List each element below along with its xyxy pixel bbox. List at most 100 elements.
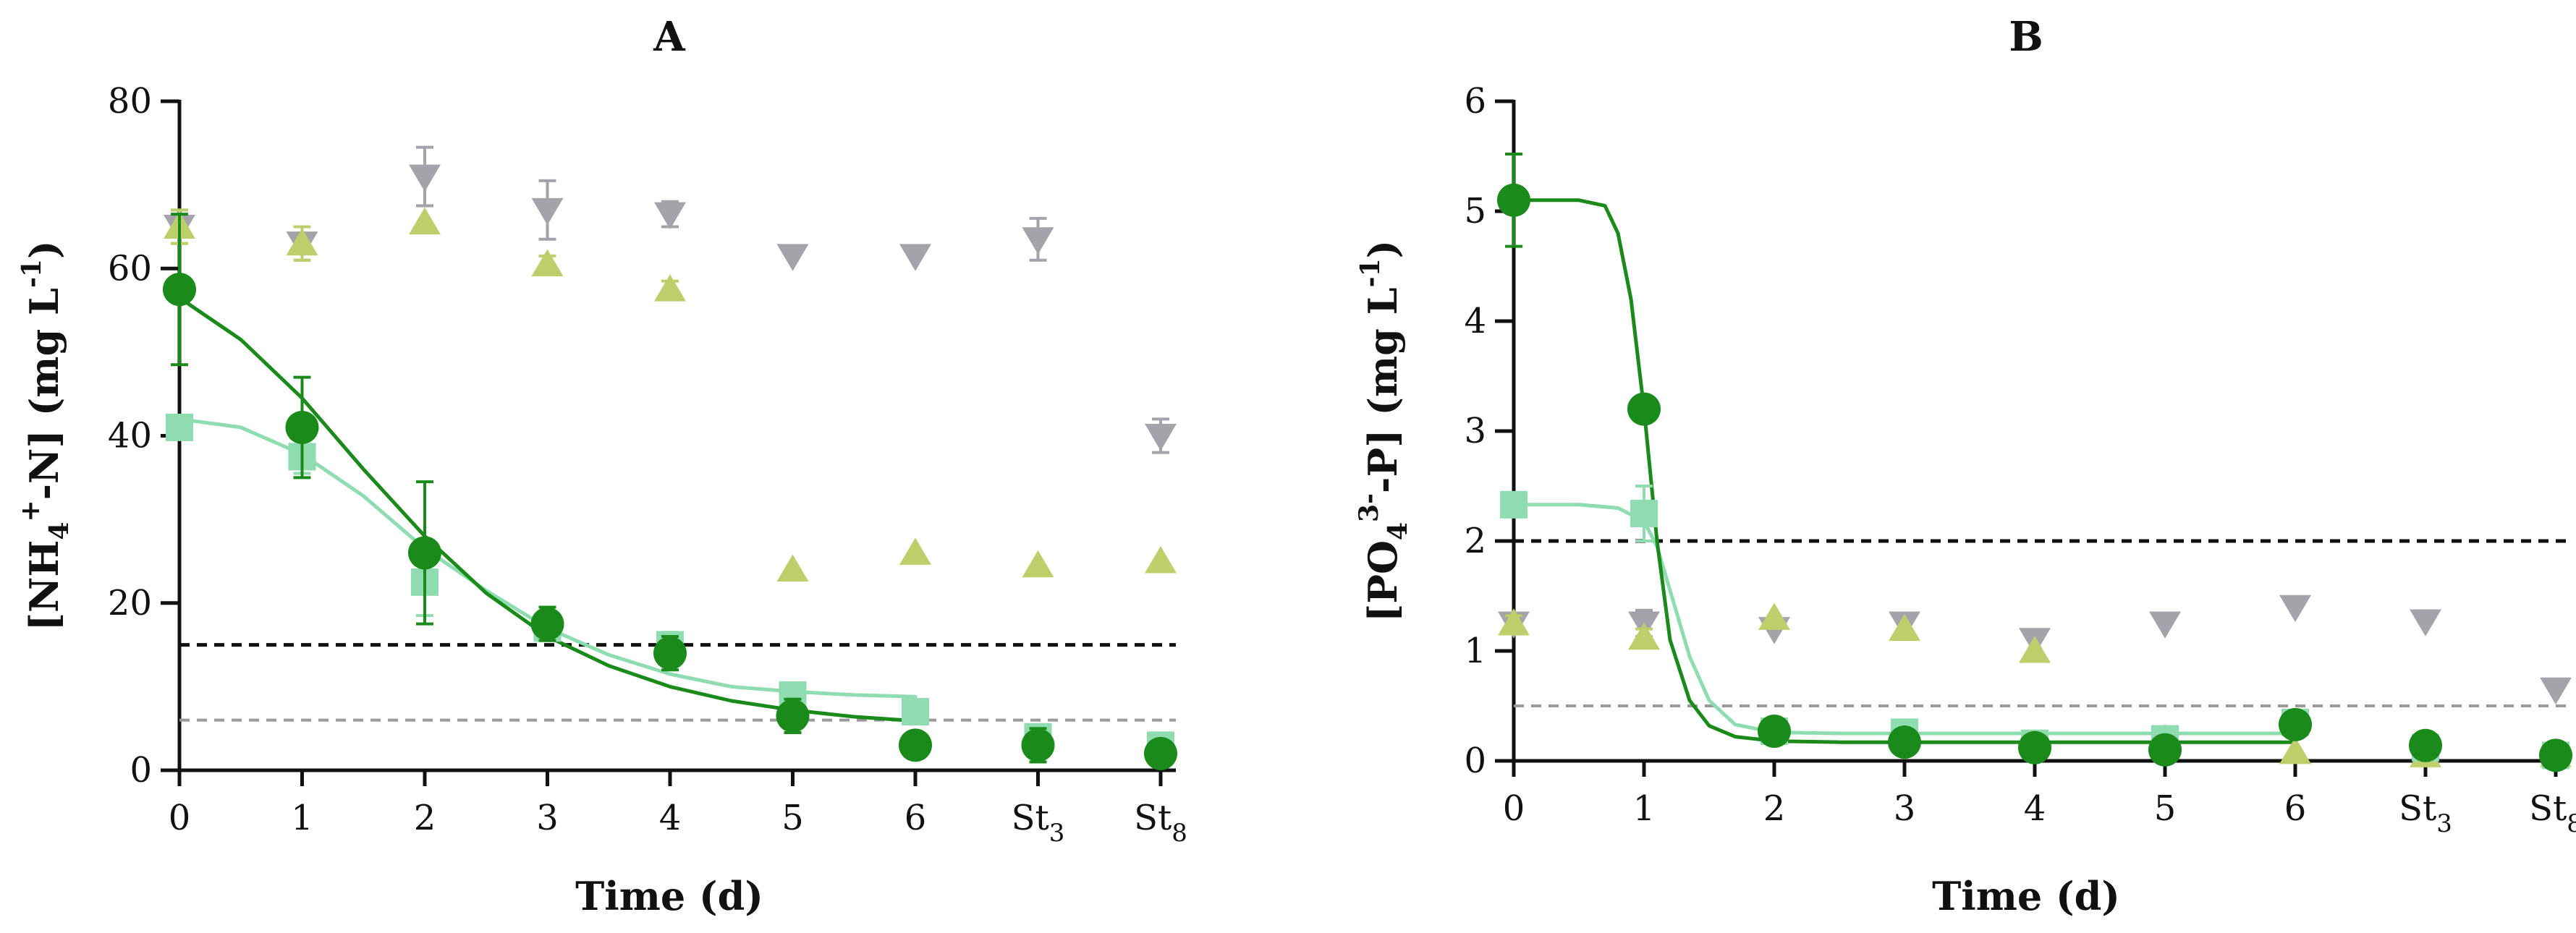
x-tick-label: 2: [1763, 788, 1786, 829]
panel-title: B: [2009, 13, 2043, 61]
data-point-circle: [408, 536, 441, 570]
data-point-triangle-up: [1889, 613, 1920, 642]
data-point-triangle-down: [2149, 611, 2181, 639]
data-point-triangle-down: [531, 197, 564, 226]
data-point-triangle-down: [1022, 227, 1054, 255]
dark-green-fit: [1512, 198, 2297, 744]
data-point-triangle-down: [409, 164, 441, 192]
data-point-triangle-up: [776, 554, 809, 581]
x-tick-label: 0: [169, 798, 191, 838]
x-tick-label: 2: [414, 798, 436, 838]
y-tick-label: 4: [1464, 301, 1486, 341]
dark-green-fit: [177, 296, 918, 723]
data-point-circle: [2018, 730, 2051, 764]
x-tick-label: 6: [2284, 788, 2307, 829]
y-tick-label: 1: [1464, 631, 1486, 671]
data-point-circle: [1497, 183, 1530, 217]
data-point-triangle-up: [2019, 636, 2051, 663]
data-point-triangle-down: [2540, 677, 2572, 705]
data-point-square: [1500, 490, 1528, 519]
y-axis-title-unit-superscript: -1: [17, 259, 47, 288]
x-tick-label: 4: [659, 798, 682, 838]
y-axis-title-rest: -N] (mg L: [21, 288, 67, 500]
x-tick-subscript: 8: [2567, 809, 2576, 838]
x-tick-label: 6: [904, 798, 927, 838]
x-tick-label: St3: [2399, 788, 2452, 838]
data-point-triangle-down: [899, 244, 931, 271]
data-point-triangle-up: [1498, 608, 1530, 636]
data-point-triangle-up: [409, 207, 441, 235]
x-tick-subscript: 8: [1172, 819, 1187, 848]
dark-green-circle-series: [163, 213, 1177, 770]
data-point-circle: [1144, 736, 1177, 770]
data-point-triangle-up: [1628, 622, 1660, 650]
x-tick-label: St8: [1134, 798, 1187, 848]
data-point-triangle-up: [2279, 736, 2311, 764]
data-point-circle: [2409, 728, 2442, 762]
y-axis-title-main: [NH: [21, 540, 67, 631]
data-point-triangle-down: [2410, 609, 2441, 636]
data-point-circle: [163, 273, 196, 307]
light-green-square-series: [1500, 485, 2569, 770]
x-tick-label: 4: [2024, 788, 2046, 829]
light-green-fit: [1512, 503, 2297, 736]
x-tick-label: 1: [1633, 788, 1656, 829]
y-tick-label: 60: [108, 248, 152, 289]
data-point-triangle-down: [2279, 595, 2311, 623]
x-axis-title: Time (d): [575, 873, 763, 919]
data-point-circle: [1888, 725, 1921, 759]
y-axis-title-subscript: 4: [1383, 522, 1413, 540]
data-point-triangle-up: [1758, 602, 1790, 630]
data-point-circle: [899, 728, 932, 762]
x-tick-label: 1: [291, 798, 313, 838]
data-point-triangle-up: [531, 249, 564, 276]
y-tick-label: 2: [1464, 521, 1486, 561]
y-axis-title-end: ): [21, 240, 67, 259]
data-point-circle: [2148, 733, 2182, 767]
y-tick-label: 6: [1464, 81, 1486, 122]
olive-triangle-up-series: [164, 207, 1177, 581]
y-axis-title-rest: -P] (mg L: [1360, 287, 1406, 493]
data-point-triangle-up: [286, 228, 318, 256]
x-tick-label: St8: [2529, 788, 2576, 838]
data-point-circle: [1627, 392, 1661, 426]
dark-green-circle-series: [1497, 152, 2572, 772]
y-axis-title-end: ): [1360, 240, 1406, 259]
y-tick-label: 40: [108, 416, 152, 456]
y-axis-title: [PO43--P] (mg L-1): [1354, 240, 1413, 622]
y-axis-title-superscript: 3-: [1354, 493, 1384, 522]
data-point-square: [902, 698, 929, 726]
data-point-circle: [285, 410, 319, 444]
x-tick-label: St3: [1012, 798, 1065, 848]
data-point-circle: [1758, 714, 1791, 748]
y-tick-label: 0: [1464, 741, 1486, 781]
y-tick-label: 5: [1464, 191, 1486, 231]
data-point-triangle-down: [654, 202, 686, 229]
x-tick-subscript: 3: [1049, 819, 1065, 848]
data-point-circle: [776, 699, 810, 733]
data-point-square: [1630, 500, 1658, 527]
panel-title: A: [653, 13, 686, 61]
x-axis-title: Time (d): [1932, 873, 2120, 919]
y-tick-label: 3: [1464, 411, 1486, 451]
data-point-triangle-down: [776, 244, 809, 271]
data-point-circle: [530, 607, 564, 641]
y-axis-title-main: [PO: [1360, 540, 1406, 622]
data-point-circle: [653, 636, 687, 670]
x-tick-label: 5: [2154, 788, 2177, 829]
data-point-square: [166, 413, 193, 441]
y-axis-title-unit-superscript: -1: [1355, 258, 1386, 287]
data-point-circle: [2279, 707, 2312, 741]
x-tick-label: 5: [781, 798, 804, 838]
data-point-triangle-up: [1022, 550, 1054, 578]
y-axis-title: [NH4+-N] (mg L-1): [15, 240, 75, 631]
y-axis-title-superscript: +: [15, 500, 46, 521]
data-point-triangle-up: [1145, 546, 1177, 574]
y-tick-label: 20: [108, 583, 152, 623]
x-tick-label: 0: [1503, 788, 1525, 829]
data-point-triangle-up: [654, 274, 686, 302]
